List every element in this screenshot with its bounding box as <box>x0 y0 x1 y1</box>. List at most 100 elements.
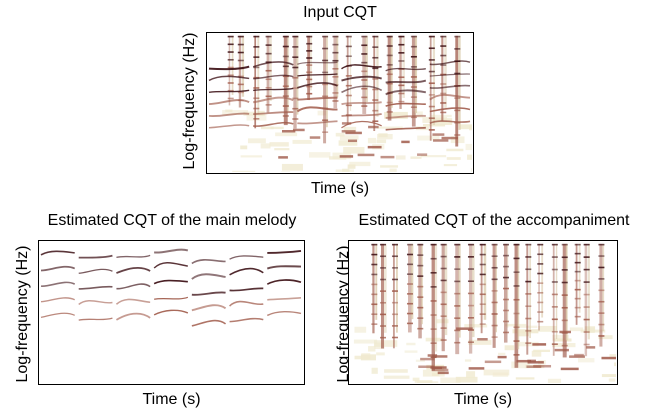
heatmap-cell <box>502 287 509 290</box>
heatmap-cell <box>406 302 413 305</box>
heatmap-cell <box>386 35 393 38</box>
heatmap-cell <box>265 95 272 98</box>
heatmap-cell <box>410 86 417 88</box>
heatmap-cell <box>406 243 413 246</box>
heatmap-cell <box>574 315 581 318</box>
heatmap-cell <box>307 35 311 101</box>
heatmap-cell <box>349 35 352 111</box>
heatmap-cell <box>458 35 461 130</box>
heatmap-cell <box>282 105 289 107</box>
heatmap-cell <box>341 101 382 106</box>
heatmap-cell <box>551 306 558 308</box>
heatmap-cell <box>116 283 151 290</box>
heatmap-cell <box>468 243 473 354</box>
heatmap-cell <box>253 35 260 38</box>
heatmap-cell <box>306 85 313 88</box>
heatmap-cell <box>577 358 595 363</box>
heatmap-cell <box>417 275 424 277</box>
heatmap-cell <box>379 290 386 292</box>
heatmap-cell <box>265 35 272 38</box>
heatmap-cell <box>306 42 313 45</box>
heatmap-cell <box>297 96 338 101</box>
heatmap-cell <box>332 92 339 94</box>
heatmap-cell <box>410 243 414 320</box>
heatmap-cell <box>446 157 461 160</box>
heatmap-cell <box>420 155 447 158</box>
heatmap-cell <box>395 243 398 333</box>
heatmap-cell <box>260 143 271 149</box>
heatmap-cell <box>281 130 296 133</box>
heatmap-cell <box>417 306 424 309</box>
heatmap-cell <box>281 171 291 172</box>
heatmap-cell <box>353 339 378 344</box>
heatmap-cell <box>569 327 584 332</box>
heatmap-cell <box>531 350 542 357</box>
heatmap-cell <box>208 65 250 71</box>
heatmap-cell <box>265 52 272 55</box>
x-axis-label: Time (s) <box>453 391 513 408</box>
heatmap-cell <box>440 64 447 66</box>
heatmap-cell <box>454 329 461 332</box>
heatmap-cell <box>440 83 447 85</box>
heatmap-cell <box>372 78 379 80</box>
heatmap-cell <box>412 377 420 382</box>
heatmap-cell <box>525 268 532 271</box>
heatmap-cell <box>282 95 289 97</box>
heatmap-cell <box>391 255 398 258</box>
heatmap-cell <box>361 96 368 99</box>
heatmap-cell <box>379 336 386 339</box>
heatmap-cell <box>227 66 234 69</box>
heatmap-cell <box>598 323 605 326</box>
heatmap-cell <box>386 82 393 85</box>
heatmap-cell <box>241 35 245 97</box>
heatmap-cell <box>269 35 272 102</box>
heatmap-cell <box>551 243 558 246</box>
heatmap-cell <box>376 352 385 356</box>
heatmap-cell <box>574 261 581 264</box>
heatmap-cell <box>467 154 472 160</box>
heatmap-cell <box>561 256 568 259</box>
heatmap-cell <box>574 252 581 255</box>
heatmap-cell <box>332 35 339 38</box>
heatmap-cell <box>252 61 294 68</box>
heatmap-cell <box>584 243 588 357</box>
heatmap-cell <box>373 340 398 347</box>
heatmap-cell <box>552 334 569 341</box>
heatmap-cell <box>574 288 581 291</box>
heatmap-cell <box>391 243 398 246</box>
heatmap-cell <box>526 365 542 368</box>
heatmap-cell <box>296 106 338 113</box>
heatmap-cell <box>454 305 461 307</box>
heatmap-cell <box>292 107 299 110</box>
heatmap-cell <box>441 35 444 122</box>
heatmap-cell <box>440 111 447 114</box>
heatmap-cell <box>229 267 264 276</box>
heatmap-cell <box>398 60 405 62</box>
heatmap-cell <box>455 35 459 147</box>
heatmap-cell <box>440 45 447 47</box>
heatmap-cell <box>455 243 460 355</box>
heatmap-cell <box>537 291 544 294</box>
heatmap-cell <box>410 106 417 109</box>
heatmap-cell <box>467 292 474 295</box>
heatmap-cell <box>309 136 321 139</box>
heatmap-cell <box>78 317 113 321</box>
heatmap-cell <box>454 134 461 136</box>
heatmap-cell <box>587 243 590 340</box>
heatmap-cell <box>406 283 413 285</box>
heatmap-cell <box>267 249 302 254</box>
heatmap-cell <box>458 243 461 338</box>
heatmap-cell <box>538 325 557 332</box>
heatmap-cell <box>459 124 472 130</box>
heatmap-cell <box>390 35 393 108</box>
heatmap-cell <box>237 91 244 94</box>
heatmap-cell <box>115 312 151 321</box>
heatmap-cell <box>479 253 486 256</box>
heatmap-cell <box>379 278 386 281</box>
heatmap-cell <box>391 290 398 292</box>
heatmap-cell <box>440 92 447 95</box>
heatmap-cell <box>418 243 422 339</box>
heatmap-cell <box>306 57 313 59</box>
heatmap-cell <box>551 281 558 283</box>
heatmap-cell <box>237 51 244 54</box>
